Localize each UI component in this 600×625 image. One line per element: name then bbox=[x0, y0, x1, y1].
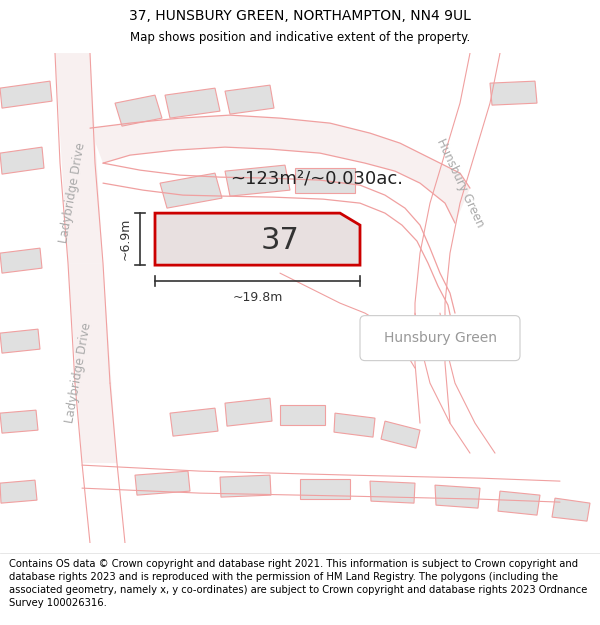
Polygon shape bbox=[370, 481, 415, 503]
Text: Hunsbury Green: Hunsbury Green bbox=[434, 137, 486, 229]
Polygon shape bbox=[170, 408, 218, 436]
Text: Contains OS data © Crown copyright and database right 2021. This information is : Contains OS data © Crown copyright and d… bbox=[9, 559, 587, 608]
Polygon shape bbox=[0, 329, 40, 353]
Polygon shape bbox=[0, 410, 38, 433]
Polygon shape bbox=[0, 480, 37, 503]
Polygon shape bbox=[0, 248, 42, 273]
Polygon shape bbox=[165, 88, 220, 118]
Polygon shape bbox=[220, 475, 271, 497]
Polygon shape bbox=[490, 81, 537, 105]
Polygon shape bbox=[160, 173, 222, 208]
Text: ~19.8m: ~19.8m bbox=[232, 291, 283, 304]
Polygon shape bbox=[381, 421, 420, 448]
Polygon shape bbox=[435, 485, 480, 508]
Polygon shape bbox=[334, 413, 375, 437]
Polygon shape bbox=[135, 471, 190, 495]
Polygon shape bbox=[295, 168, 355, 193]
Polygon shape bbox=[155, 213, 360, 265]
Polygon shape bbox=[55, 53, 103, 263]
FancyBboxPatch shape bbox=[360, 316, 520, 361]
Polygon shape bbox=[68, 263, 117, 463]
Text: ~123m²/~0.030ac.: ~123m²/~0.030ac. bbox=[230, 169, 403, 187]
Text: Ladybridge Drive: Ladybridge Drive bbox=[63, 322, 93, 424]
Text: 37: 37 bbox=[260, 226, 299, 254]
Polygon shape bbox=[115, 95, 162, 126]
Polygon shape bbox=[0, 147, 44, 174]
Polygon shape bbox=[90, 115, 470, 223]
Polygon shape bbox=[300, 479, 350, 499]
Polygon shape bbox=[552, 498, 590, 521]
Polygon shape bbox=[225, 398, 272, 426]
Text: Ladybridge Drive: Ladybridge Drive bbox=[57, 142, 87, 244]
Text: Hunsbury Green: Hunsbury Green bbox=[383, 331, 497, 345]
Polygon shape bbox=[0, 81, 52, 108]
Polygon shape bbox=[225, 165, 290, 196]
Polygon shape bbox=[280, 405, 325, 425]
Text: 37, HUNSBURY GREEN, NORTHAMPTON, NN4 9UL: 37, HUNSBURY GREEN, NORTHAMPTON, NN4 9UL bbox=[129, 9, 471, 23]
Polygon shape bbox=[498, 491, 540, 515]
Text: Map shows position and indicative extent of the property.: Map shows position and indicative extent… bbox=[130, 31, 470, 44]
Text: ~6.9m: ~6.9m bbox=[119, 218, 132, 260]
Polygon shape bbox=[225, 85, 274, 114]
